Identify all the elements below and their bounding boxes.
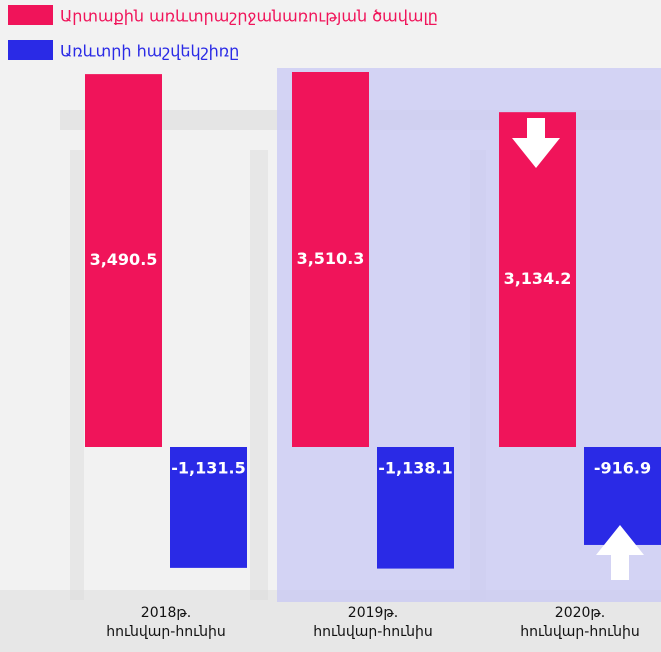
- value-label: -1,138.1: [378, 459, 452, 478]
- legend-label: Առևտրի հաշվեկշիռը: [60, 42, 239, 61]
- legend-swatch: [8, 40, 53, 60]
- legend-swatch: [8, 5, 53, 25]
- value-label: 3,134.2: [504, 269, 572, 288]
- x-tick-label: 2019թ. հունվար-հունիս: [293, 604, 453, 642]
- value-label: 3,510.3: [297, 249, 365, 268]
- value-label: -916.9: [594, 459, 651, 478]
- value-label: -1,131.5: [171, 459, 245, 478]
- chart: Արտաքին առևտրաշրջանառության ծավալը Առևտրի…: [0, 0, 661, 652]
- chart-page: Արտաքին առևտրաշրջանառության ծավալը Առևտրի…: [0, 0, 661, 652]
- value-label: 3,490.5: [90, 250, 158, 269]
- legend-label: Արտաքին առևտրաշրջանառության ծավալը: [60, 7, 438, 26]
- x-tick-label: 2018թ. հունվար-հունիս: [86, 604, 246, 642]
- x-tick-label: 2020թ. հունվար-հունիս: [500, 604, 660, 642]
